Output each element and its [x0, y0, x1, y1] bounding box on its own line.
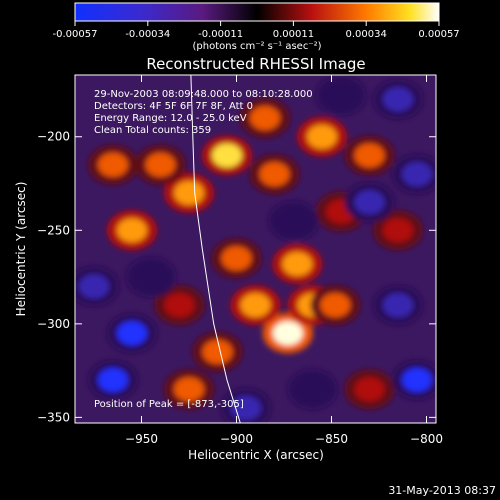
heat-region-core [117, 218, 147, 243]
heat-region-core [326, 83, 356, 108]
heat-region-core [240, 293, 271, 318]
heat-region-core [320, 293, 351, 318]
heat-region-core [98, 367, 128, 392]
solar-limb-line [190, 75, 241, 423]
x-tick-label: −950 [125, 432, 158, 446]
heat-region-core [212, 143, 242, 168]
colorbar-tick-label: -0.00057 [53, 29, 98, 40]
y-tick-label: −200 [37, 130, 70, 144]
heat-region-core [383, 293, 413, 318]
annotation-clean-counts: Clean Total counts: 359 [94, 125, 211, 136]
heat-region-core [297, 377, 328, 402]
heat-region-core [79, 274, 109, 299]
colorbar-tick-label: -0.00034 [125, 29, 170, 40]
plot-frame [74, 74, 437, 424]
heat-region-core [354, 143, 385, 168]
colorbar [74, 2, 440, 22]
heat-region-core [174, 180, 204, 205]
x-tick-label: −800 [410, 432, 443, 446]
y-tick-label: −300 [37, 317, 70, 331]
heat-region-core [221, 246, 252, 271]
heat-region-core [383, 87, 413, 112]
annotation-peak-position: Position of Peak = [-873,-305] [94, 399, 244, 410]
x-tick-label: −850 [315, 432, 348, 446]
chart-title: Reconstructed RHESSI Image [146, 55, 365, 73]
y-tick-label: −350 [37, 410, 70, 424]
heatmap-area [75, 75, 436, 423]
x-axis-label: Heliocentric X (arcsec) [188, 448, 324, 462]
heat-region-core [278, 208, 309, 233]
heat-region-core [164, 293, 195, 318]
heat-region-core [383, 218, 413, 243]
colorbar-tick-label: 0.00034 [346, 29, 387, 40]
axis-ticks: −950 −900 −850 −800 −200 −250 −300 −350 [37, 75, 443, 446]
footer-timestamp: 31-May-2013 08:37 [388, 484, 496, 497]
heat-region-core [402, 162, 432, 187]
colorbar-ticks: -0.00057 -0.00034 -0.00011 0.00011 0.00034 0.… [53, 21, 460, 40]
annotation-time-range: 29-Nov-2003 08:09:48.000 to 08:10:28.000 [94, 89, 313, 100]
colorbar-tick-label: -0.00011 [198, 29, 243, 40]
heat-region-core [307, 124, 337, 149]
heat-region-core [354, 190, 385, 215]
heat-region-core [272, 321, 303, 346]
annotation-detectors: Detectors: 4F 5F 6F 7F 8F, Att 0 [94, 101, 253, 112]
heat-region-core [202, 339, 233, 364]
heat-region-core [282, 251, 313, 276]
colorbar-tick-label: 0.00011 [273, 29, 314, 40]
y-tick-label: −250 [37, 223, 70, 237]
heat-region-core [136, 265, 166, 290]
heat-region-core [117, 321, 147, 346]
x-tick-label: −900 [220, 432, 253, 446]
annotation-energy-range: Energy Range: 12.0 - 25.0 keV [94, 113, 247, 124]
heat-region-core [98, 152, 128, 177]
heat-region-core [250, 106, 280, 131]
heat-region-core [174, 377, 204, 402]
heat-region-core [231, 396, 261, 421]
heatmap-blobs [75, 75, 436, 423]
heat-region-core [145, 152, 176, 177]
heat-region-core [259, 162, 290, 187]
y-axis-label: Heliocentric Y (arcsec) [14, 182, 28, 317]
heat-region-core [354, 377, 385, 402]
colorbar-tick-label: 0.00057 [418, 29, 459, 40]
heat-region-core [402, 367, 432, 392]
colorbar-unit-label: (photons cm⁻² s⁻¹ asec⁻²) [192, 41, 321, 52]
